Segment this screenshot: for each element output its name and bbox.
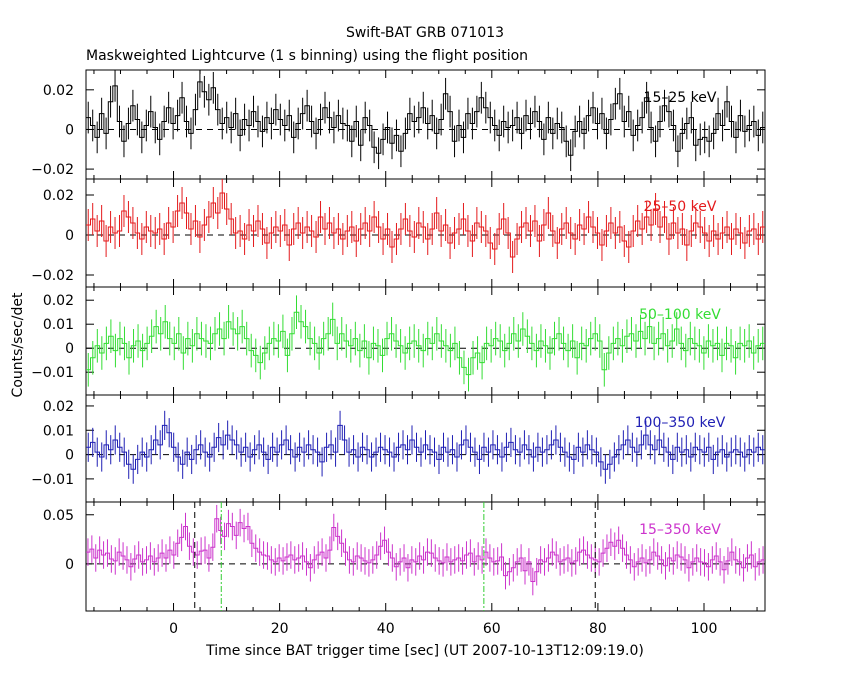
step-line: [86, 192, 765, 258]
y-tick-label: −0.02: [31, 162, 74, 178]
y-tick-label: 0.02: [43, 83, 74, 99]
band-label: 100–350 keV: [635, 415, 726, 431]
y-tick-label: 0: [65, 341, 74, 357]
y-tick-label: −0.01: [31, 365, 74, 381]
series-25-50: [86, 179, 765, 273]
panel-100-350: −0.01 0 0.01 0.02 100–350 keV: [31, 394, 766, 503]
y-tick-label: 0.02: [43, 399, 74, 415]
y-tick-label: 0: [65, 228, 74, 244]
step-line: [86, 518, 765, 582]
band-label: 15–25 keV: [644, 90, 717, 106]
y-tick-label: 0.02: [43, 293, 74, 309]
figure-title: Swift-BAT GRB 071013: [346, 25, 504, 41]
band-label: 25–50 keV: [644, 199, 717, 215]
x-axis-label: Time since BAT trigger time [sec] (UT 20…: [205, 643, 644, 659]
step-line: [86, 424, 765, 470]
panel-15-25: −0.02 0 0.02 15–25 keV: [31, 69, 766, 180]
band-label: 15–350 keV: [639, 522, 721, 538]
y-tick-label: −0.02: [31, 268, 74, 284]
panel-25-50: −0.02 0 0.02 25–50 keV: [31, 178, 766, 288]
x-tick-label: 100: [691, 621, 718, 637]
panel-frame: [85, 501, 766, 612]
y-tick-label: 0: [65, 448, 74, 464]
y-tick-label: 0.05: [43, 508, 74, 524]
series-15-25: [86, 70, 765, 172]
step-line: [86, 81, 765, 156]
series-100-350: [86, 410, 765, 484]
y-tick-label: 0: [65, 122, 74, 138]
x-tick-label: 80: [589, 621, 607, 637]
series-15-350: [86, 504, 765, 596]
series-50-100: [86, 295, 765, 392]
y-tick-label: 0: [65, 557, 74, 573]
figure-subtitle: Maskweighted Lightcurve (1 s binning) us…: [86, 48, 528, 64]
x-tick-label: 0: [169, 621, 178, 637]
y-tick-label: 0.01: [43, 423, 74, 439]
x-tick-label: 20: [271, 621, 289, 637]
panel-15-350: 0 0.05 15–350 keV: [43, 501, 766, 612]
x-tick-labels: 0 20 40 60 80 100: [169, 621, 717, 637]
step-line: [86, 311, 765, 376]
panel-50-100: −0.01 0 0.01 0.02 50–100 keV: [31, 286, 766, 396]
x-tick-label: 60: [483, 621, 501, 637]
band-label: 50–100 keV: [639, 307, 721, 323]
y-tick-label: 0.02: [43, 188, 74, 204]
y-tick-label: −0.01: [31, 472, 74, 488]
panel-frame: [85, 69, 766, 180]
y-axis-label: Counts/sec/det: [10, 292, 26, 397]
x-tick-label: 40: [377, 621, 395, 637]
y-tick-label: 0.01: [43, 317, 74, 333]
